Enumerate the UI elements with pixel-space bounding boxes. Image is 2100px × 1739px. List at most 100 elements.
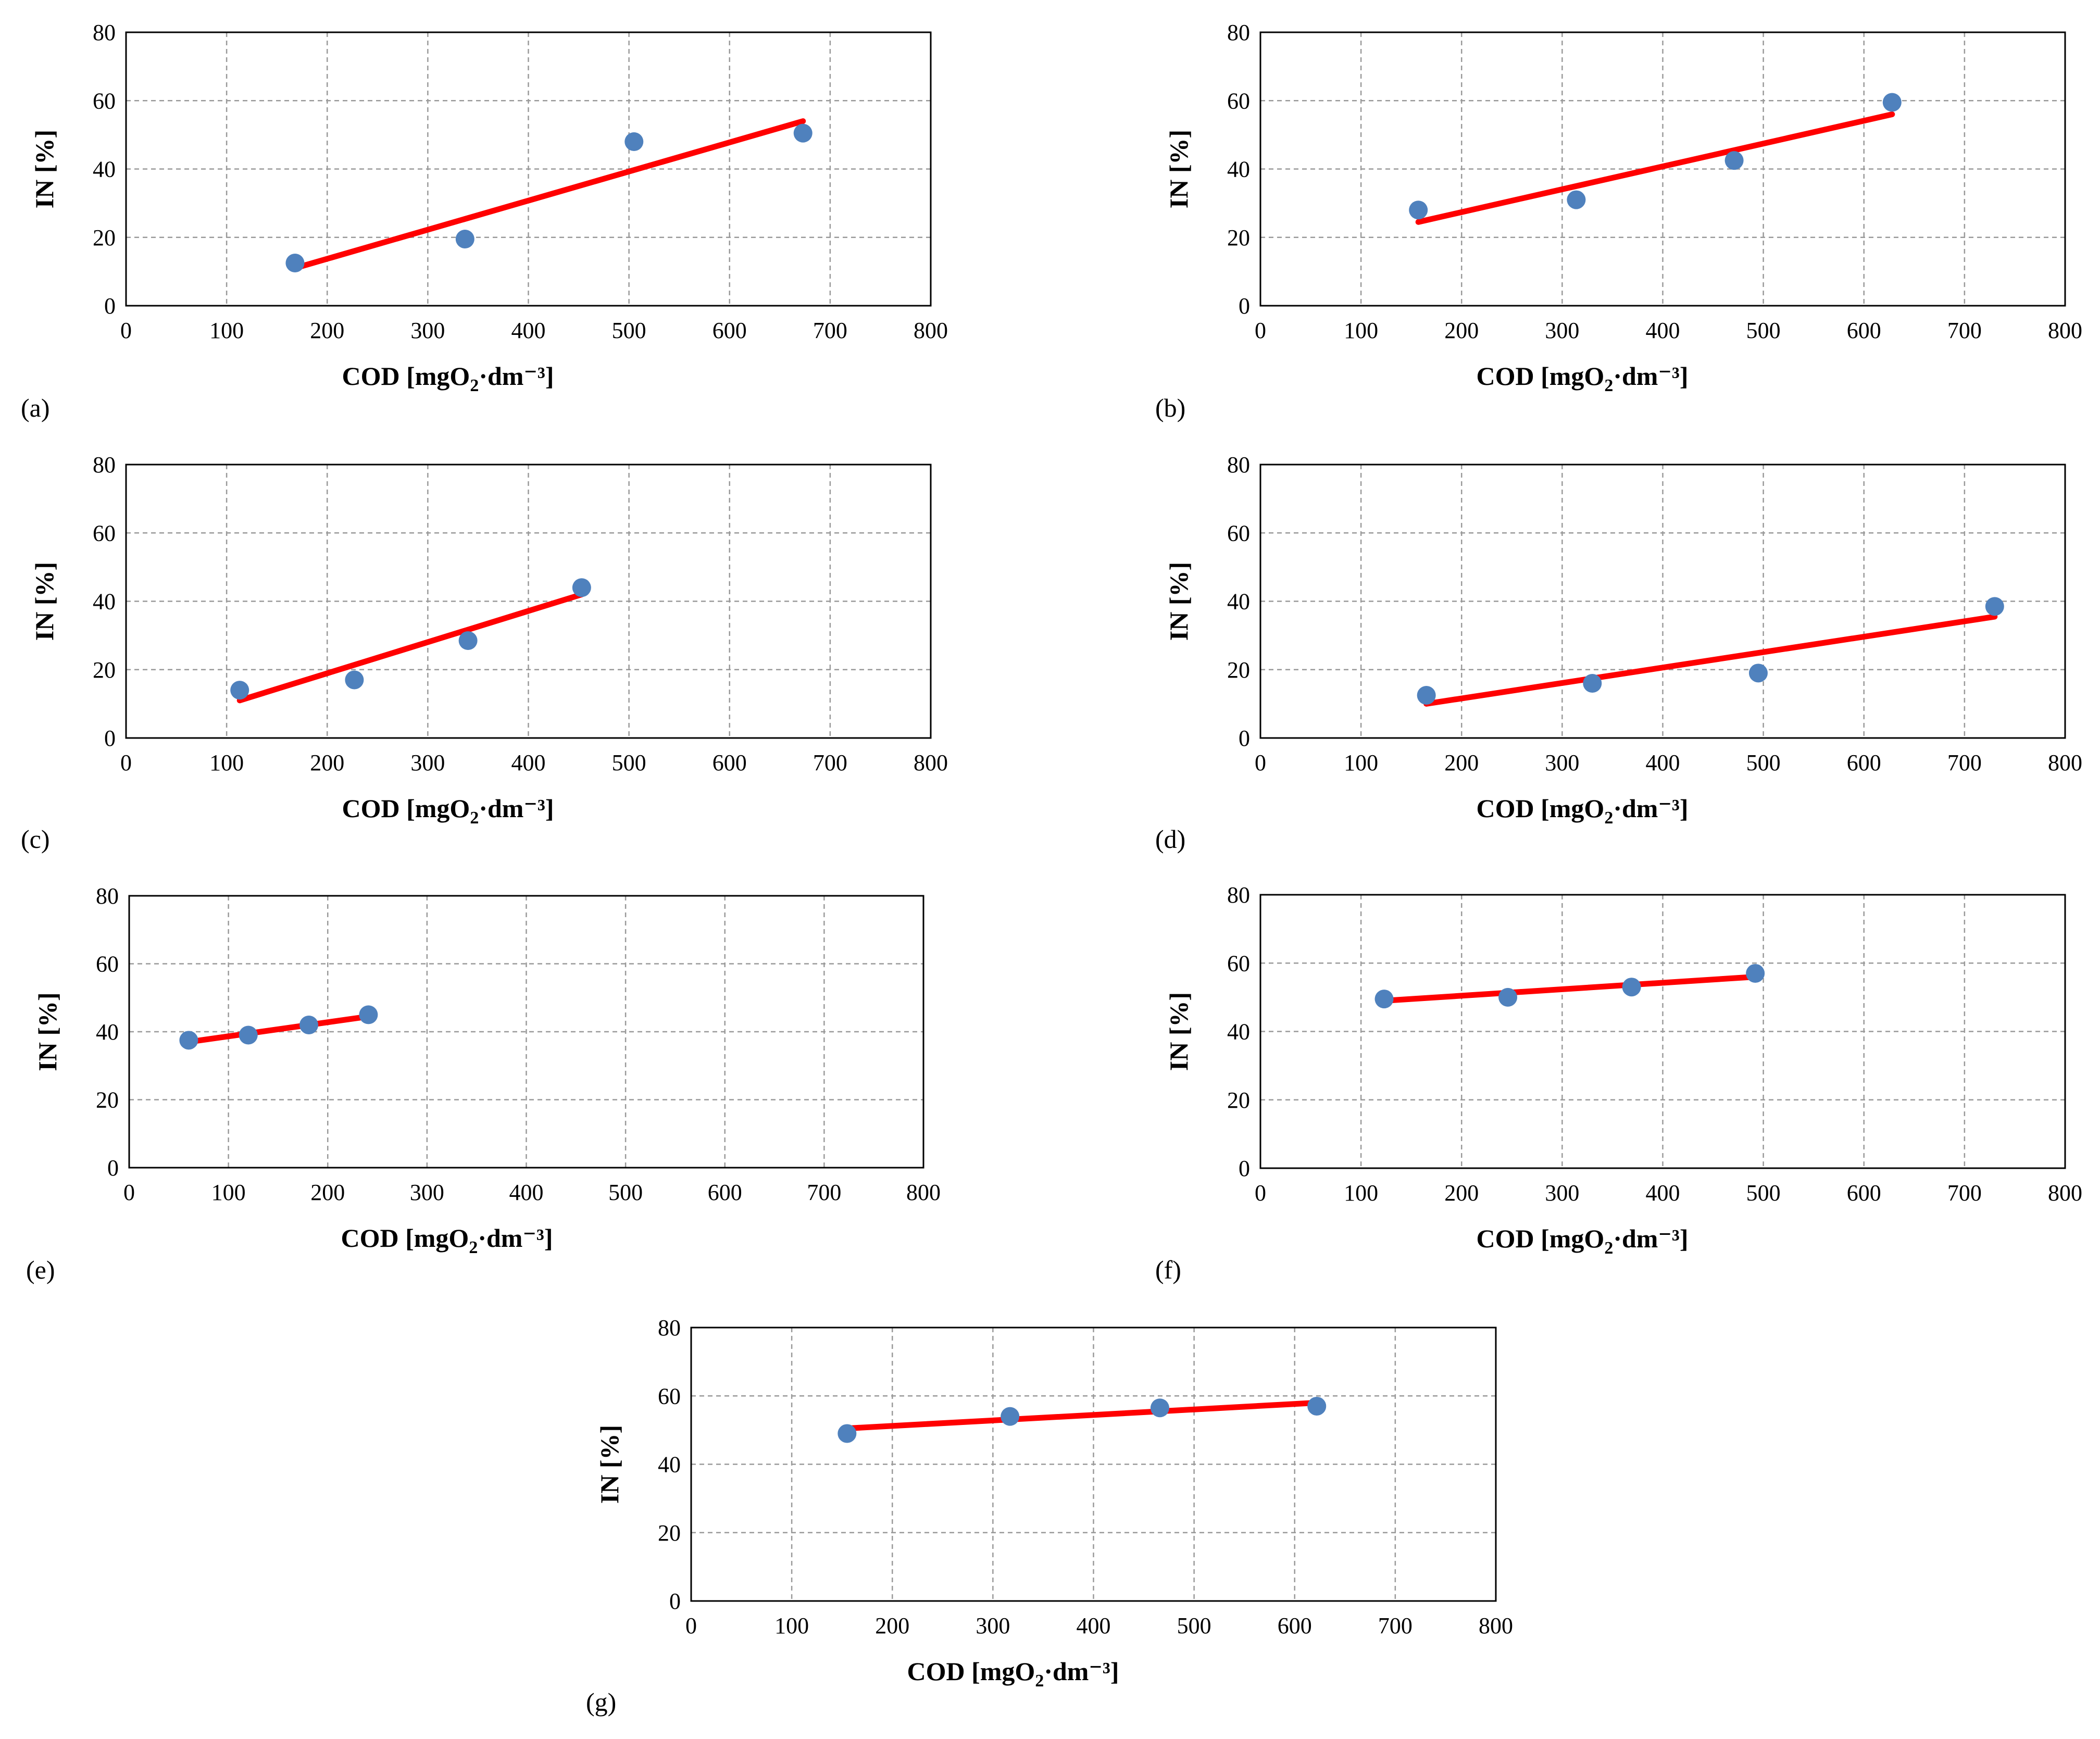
data-point	[230, 681, 249, 700]
x-tick-label: 200	[310, 1180, 345, 1205]
x-axis-label: COD [mgO2·dm⁻³]	[342, 794, 554, 828]
data-point	[1567, 190, 1586, 209]
y-axis-label: IN [%]	[1164, 130, 1193, 208]
panel-label: (b)	[1155, 393, 1185, 422]
y-tick-label: 40	[96, 1019, 119, 1045]
y-tick-label: 20	[93, 657, 116, 683]
data-point	[1583, 674, 1602, 693]
x-tick-label: 800	[2048, 1180, 2082, 1206]
y-axis-label: IN [%]	[30, 130, 59, 208]
x-tick-label: 0	[120, 318, 132, 343]
x-tick-label: 700	[813, 750, 847, 775]
x-tick-label: 100	[1344, 1180, 1378, 1206]
x-tick-label: 400	[1646, 750, 1680, 775]
x-tick-label: 200	[1444, 318, 1479, 343]
x-tick-label: 200	[1444, 750, 1479, 775]
x-tick-label: 600	[712, 318, 747, 343]
y-axis-label: IN [%]	[1164, 992, 1193, 1071]
panel-label: (g)	[586, 1687, 616, 1717]
x-tick-label: 400	[509, 1180, 544, 1205]
chart-panel-e: 0 100 200 300 400 500 600 700 800 0 20 40 60 80 COD [m…	[26, 883, 941, 1284]
data-point	[455, 230, 474, 249]
y-tick-label: 0	[107, 1155, 119, 1181]
y-tick-label: 80	[93, 20, 116, 45]
x-tick-label: 700	[1947, 750, 1982, 775]
chart-panel-c: 0 100 200 300 400 500 600 700 800 0 20 40 60 80 COD [m…	[21, 452, 948, 854]
y-tick-label: 0	[1239, 293, 1250, 319]
x-axis-label: COD [mgO2·dm⁻³]	[341, 1223, 553, 1257]
x-tick-label: 300	[410, 1180, 444, 1205]
data-point	[359, 1005, 378, 1024]
x-tick-label: 400	[1646, 1180, 1680, 1206]
y-tick-label: 40	[93, 589, 116, 615]
x-tick-label: 0	[1255, 750, 1266, 775]
plot-frame	[125, 31, 932, 307]
x-tick-label: 200	[875, 1613, 909, 1638]
x-tick-label: 400	[511, 750, 546, 775]
y-tick-label: 60	[96, 952, 119, 977]
chart-panel-g: 0 100 200 300 400 500 600 700 800 0 20 40 60 80 COD [m…	[586, 1315, 1513, 1717]
x-tick-label: 700	[1378, 1613, 1412, 1638]
y-tick-label: 80	[93, 452, 116, 478]
plot-frame	[1259, 31, 2066, 307]
x-tick-label: 800	[906, 1180, 941, 1205]
y-tick-label: 60	[1227, 520, 1250, 546]
x-tick-label: 0	[1255, 1180, 1266, 1206]
x-tick-label: 400	[1646, 318, 1680, 343]
y-tick-label: 20	[1227, 1087, 1250, 1113]
chart-panel-f: 0 100 200 300 400 500 600 700 800 0 20 40 60 80 COD [m…	[1155, 882, 2082, 1284]
x-tick-label: 500	[1746, 318, 1781, 343]
x-tick-label: 600	[1847, 318, 1881, 343]
x-tick-label: 400	[511, 318, 546, 343]
x-tick-label: 700	[1947, 1180, 1982, 1206]
x-tick-label: 800	[1479, 1613, 1513, 1638]
data-point	[1882, 93, 1902, 112]
chart-panel-d: 0 100 200 300 400 500 600 700 800 0 20 40 60 80 COD [m…	[1155, 452, 2082, 854]
x-tick-label: 300	[1545, 318, 1579, 343]
x-tick-label: 200	[1444, 1180, 1479, 1206]
data-point	[179, 1031, 198, 1050]
trend-line	[292, 118, 806, 271]
data-point	[572, 578, 591, 597]
x-tick-label: 500	[1746, 1180, 1781, 1206]
x-tick-label: 400	[1077, 1613, 1111, 1638]
y-tick-label: 40	[1227, 157, 1250, 182]
x-tick-label: 200	[310, 318, 344, 343]
data-point	[1622, 978, 1641, 997]
data-point	[285, 253, 305, 272]
data-point	[1374, 990, 1394, 1009]
data-point	[1724, 151, 1744, 170]
data-point	[838, 1424, 857, 1443]
x-tick-label: 700	[813, 318, 847, 343]
data-point	[1985, 597, 2004, 616]
data-point	[624, 132, 644, 151]
x-axis-label: COD [mgO2·dm⁻³]	[907, 1657, 1119, 1691]
data-point	[1498, 987, 1518, 1007]
y-tick-label: 40	[93, 157, 116, 182]
trend-line	[1415, 111, 1895, 225]
x-tick-label: 700	[807, 1180, 841, 1205]
x-tick-label: 500	[612, 318, 646, 343]
y-tick-label: 0	[1239, 1156, 1250, 1181]
x-tick-label: 300	[410, 318, 445, 343]
plot-frame	[690, 1327, 1497, 1602]
x-tick-label: 200	[310, 750, 344, 775]
plot-frame	[1259, 464, 2066, 739]
x-tick-label: 100	[209, 318, 244, 343]
y-tick-label: 20	[96, 1087, 119, 1113]
y-tick-label: 40	[658, 1452, 681, 1478]
chart-panel-a: 0 100 200 300 400 500 600 700 800 0 20 40 60 80 COD [m…	[21, 20, 948, 422]
data-point	[299, 1015, 319, 1034]
x-tick-label: 600	[712, 750, 747, 775]
x-tick-label: 100	[1344, 750, 1378, 775]
y-tick-label: 0	[669, 1588, 681, 1614]
data-point	[1409, 201, 1428, 220]
x-tick-label: 300	[976, 1613, 1010, 1638]
data-point	[1307, 1396, 1327, 1416]
data-point	[1417, 685, 1436, 705]
trend-line	[1423, 614, 1998, 707]
x-axis-label: COD [mgO2·dm⁻³]	[1477, 1224, 1689, 1258]
y-tick-label: 60	[93, 520, 116, 546]
y-tick-label: 0	[104, 725, 116, 751]
